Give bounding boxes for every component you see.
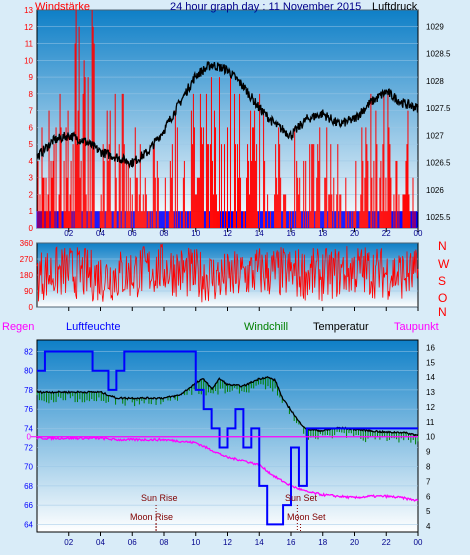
wind-tick-label: 0: [29, 224, 34, 233]
wind-tick-label: 5: [29, 140, 34, 149]
moon-set-label: Moon Set: [287, 512, 326, 522]
wind-direction-line: [36, 243, 419, 303]
time-tick-label: 06: [128, 538, 137, 547]
direction-tick-label: 360: [20, 239, 34, 248]
legend-windchill: Windchill: [244, 321, 288, 333]
wind-tick-label: 2: [29, 190, 34, 199]
legend-rain: Regen: [2, 321, 34, 333]
direction-tick-label: 180: [20, 271, 34, 280]
temperature-tick-label: 6: [426, 492, 431, 501]
temperature-tick-label: 10: [426, 433, 435, 442]
sun-rise-label: Sun Rise: [141, 493, 178, 503]
time-tick-label: 00: [414, 538, 423, 547]
time-tick-label: 18: [318, 538, 327, 547]
temperature-tick-label: 11: [426, 418, 435, 427]
time-tick-label: 06: [128, 229, 137, 238]
temperature-tick-label: 14: [426, 373, 435, 382]
pressure-tick-label: 1028.5: [426, 50, 451, 59]
direction-tick-label: 270: [20, 255, 34, 264]
wind-tick-label: 3: [29, 174, 34, 183]
time-tick-label: 22: [382, 538, 391, 547]
temperature-tick-label: 16: [426, 343, 435, 352]
temperature-tick-label: 9: [426, 448, 431, 457]
time-tick-label: 22: [382, 229, 391, 238]
time-tick-label: 04: [96, 538, 105, 547]
time-tick-label: 16: [287, 229, 296, 238]
legend-humidity: Luftfeuchte: [66, 321, 120, 333]
dir-label-n2: N: [438, 305, 447, 319]
temperature-tick-label: 15: [426, 358, 435, 367]
rain-tick-label: 0: [27, 433, 32, 442]
humidity-tick-label: 68: [24, 482, 33, 491]
sun-set-label: Sun Set: [285, 493, 318, 503]
humidity-tick-label: 74: [24, 424, 33, 433]
time-tick-label: 20: [350, 229, 359, 238]
legend-temperature: Temperatur: [313, 321, 369, 333]
time-tick-label: 14: [255, 538, 264, 547]
pressure-line: [36, 60, 419, 169]
dewpoint-line: [36, 435, 419, 502]
time-tick-label: 02: [64, 229, 73, 238]
time-tick-label: 08: [160, 538, 169, 547]
humidity-tick-label: 64: [24, 520, 33, 529]
time-tick-label: 10: [191, 229, 200, 238]
wind-tick-label: 8: [29, 90, 34, 99]
time-tick-label: 02: [64, 538, 73, 547]
wind-tick-label: 13: [24, 6, 33, 15]
pressure-tick-label: 1029: [426, 22, 444, 31]
dir-label-n1: N: [438, 239, 447, 253]
direction-tick-label: 0: [29, 303, 34, 312]
time-tick-label: 10: [191, 538, 200, 547]
dir-label-s: S: [438, 274, 446, 288]
pressure-tick-label: 1027.5: [426, 104, 451, 113]
time-tick-label: 12: [223, 229, 232, 238]
pressure-tick-label: 1026: [426, 186, 444, 195]
wind-tick-label: 6: [29, 123, 34, 132]
wind-tick-label: 4: [29, 157, 34, 166]
wind-tick-label: 1: [29, 207, 34, 216]
humidity-tick-label: 66: [24, 501, 33, 510]
humidity-tick-label: 82: [24, 348, 33, 357]
time-tick-label: 20: [350, 538, 359, 547]
pressure-tick-label: 1026.5: [426, 159, 451, 168]
dir-label-o: O: [438, 291, 447, 305]
humidity-line: [37, 350, 418, 526]
time-tick-label: 12: [223, 538, 232, 547]
wind-strength-label: Windstärke: [35, 1, 90, 13]
time-tick-label: 08: [160, 229, 169, 238]
time-tick-label: 18: [318, 229, 327, 238]
humidity-tick-label: 70: [24, 463, 33, 472]
temperature-tick-label: 5: [426, 507, 431, 516]
direction-tick-label: 90: [24, 287, 33, 296]
wind-tick-label: 9: [29, 73, 34, 82]
pressure-label: Luftdruck: [372, 1, 418, 13]
temperature-tick-label: 13: [426, 388, 435, 397]
legend-dewpoint: Taupunkt: [394, 321, 439, 333]
wind-tick-label: 11: [25, 40, 34, 49]
wind-tick-label: 7: [29, 107, 34, 116]
pressure-tick-label: 1028: [426, 77, 444, 86]
humidity-tick-label: 72: [24, 444, 33, 453]
wind-tick-label: 10: [24, 56, 33, 65]
humidity-tick-label: 76: [24, 405, 33, 414]
time-tick-label: 04: [96, 229, 105, 238]
time-tick-label: 16: [287, 538, 296, 547]
chart-title: 24 hour graph day : 11 November 2015: [170, 1, 361, 13]
temperature-tick-label: 12: [426, 403, 435, 412]
time-tick-label: 14: [255, 229, 264, 238]
wind-tick-label: 12: [24, 23, 33, 32]
pressure-tick-label: 1027: [426, 131, 444, 140]
time-tick-label: 00: [414, 229, 423, 238]
humidity-tick-label: 80: [24, 367, 33, 376]
humidity-tick-label: 78: [24, 386, 33, 395]
temperature-tick-label: 4: [426, 522, 431, 531]
temperature-tick-label: 7: [426, 477, 431, 486]
pressure-tick-label: 1025.5: [426, 213, 451, 222]
temperature-tick-label: 8: [426, 463, 431, 472]
dir-label-w: W: [438, 257, 450, 271]
moon-rise-label: Moon Rise: [130, 512, 173, 522]
